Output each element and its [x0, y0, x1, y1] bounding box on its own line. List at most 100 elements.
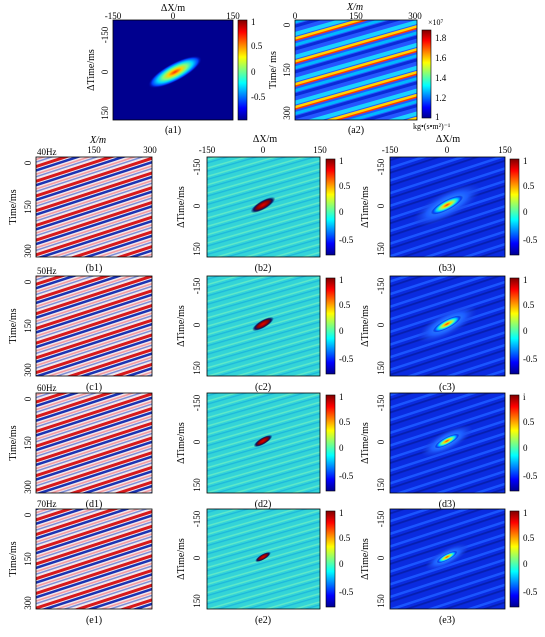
- a2-xlabel: X/m: [346, 2, 363, 13]
- a1-cbar-tick-0: 1: [251, 17, 256, 27]
- cbar-1-3-tick-3: -0.5: [523, 354, 538, 364]
- row1-c2-ylabel: ΔTime/ms: [176, 305, 187, 347]
- blue-peak-0: [430, 195, 464, 215]
- a1-ytick-0: -150: [100, 26, 110, 43]
- row2-time-ytick-1: 150: [23, 436, 33, 450]
- row0-c3-ytick-2: 150: [376, 242, 386, 256]
- row1-c3-ylabel: ΔTime/ms: [360, 305, 371, 347]
- col2-xtick-2: 150: [313, 145, 327, 155]
- row3-time-ylabel: Time/ms: [8, 541, 19, 576]
- row0-c3-ylabel: ΔTime/ms: [360, 186, 371, 228]
- row0-c2-ytick-2: 150: [192, 242, 202, 256]
- row0-time-ytick-0: 0: [23, 160, 33, 165]
- row1-c3-ytick-1: 0: [376, 322, 386, 327]
- cbar-2-2-tick-3: -0.5: [339, 471, 354, 481]
- blue-peak-3: [436, 550, 458, 564]
- cbar-0-2-tick-3: -0.5: [339, 235, 354, 245]
- col1-xtick-1: 150: [87, 145, 101, 155]
- cbar-3-3-tick-3: -0.5: [523, 587, 538, 597]
- caption-0-1: (b1): [86, 263, 103, 274]
- cbar-3-2-tick-0: 1: [339, 508, 344, 518]
- caption-1-2: (c2): [255, 382, 271, 393]
- autocorr-peak-3: [255, 551, 271, 563]
- cbar-1-3-tick-0: 1: [523, 275, 528, 285]
- a1-xtick-2: 150: [226, 11, 240, 21]
- cbar-2-3-tick-1: 0.5: [523, 417, 535, 427]
- a1-cbar-tick-1: 0.5: [251, 41, 263, 51]
- row2-time-ytick-0: 0: [23, 396, 33, 401]
- row-2: 60Hz Time/ms 0 150 300 (d1) ΔTime/ms -150 0 150 1 0…: [8, 383, 538, 510]
- row0-c2-ytick-0: -150: [192, 158, 202, 175]
- cbar-2-2-tick-1: 0.5: [339, 417, 351, 427]
- col3-xtick-0: -150: [382, 145, 399, 155]
- cbar-2-2-tick-0: 1: [339, 392, 344, 402]
- colorbar-3-2: [325, 510, 336, 608]
- a1-xtick-1: 0: [171, 11, 176, 21]
- row3-c3-ytick-2: 150: [376, 594, 386, 608]
- row1-time-ytick-1: 150: [23, 319, 33, 333]
- row0-c3-ytick-1: 0: [376, 203, 386, 208]
- cbar-0-2-tick-0: 1: [339, 156, 344, 166]
- cbar-2-3-tick-3: -0.5: [523, 471, 538, 481]
- row1-c2-ytick-1: 0: [192, 322, 202, 327]
- row3-time-ytick-2: 300: [23, 596, 33, 610]
- row3-c2-ylabel: ΔTime/ms: [176, 538, 187, 580]
- cbar-0-3-tick-2: 0: [523, 207, 528, 217]
- cbar-0-2-tick-1: 0.5: [339, 181, 351, 191]
- a2-cbar-unit: kg•(s•m²)⁻¹: [413, 122, 451, 131]
- a2-cbar-exp: ×10⁷: [428, 18, 444, 27]
- row1-time-ytick-0: 0: [23, 279, 33, 284]
- blue-peak-1: [432, 315, 462, 333]
- row3-c2-ytick-2: 150: [192, 594, 202, 608]
- row0-time-ylabel: Time/ms: [8, 189, 19, 224]
- row0-time-ytick-1: 150: [23, 200, 33, 214]
- row3-c2-ytick-1: 0: [192, 555, 202, 560]
- caption-3-2: (e2): [255, 615, 271, 626]
- colorbar-0-2: [325, 158, 336, 256]
- seismic-section-0: [35, 156, 153, 258]
- row1-c3-ytick-2: 150: [376, 361, 386, 375]
- a2-xtick-2: 300: [408, 11, 422, 21]
- a2-xtick-0: 0: [293, 11, 298, 21]
- a2-ytick-2: 300: [282, 106, 292, 120]
- a1-caption: (a1): [165, 125, 181, 136]
- blue-peak-2: [434, 433, 460, 449]
- cbar-1-2-tick-1: 0.5: [339, 300, 351, 310]
- col3-xtick-1: 0: [445, 145, 450, 155]
- col2-xlabel: ΔX/m: [253, 134, 277, 145]
- row-3: 70Hz Time/ms 0 150 300 (e1) ΔTime/ms -150 0 150 1 0…: [8, 499, 538, 626]
- a1-xlabel: ΔX/m: [161, 3, 185, 14]
- row2-c2-ytick-0: -150: [192, 394, 202, 411]
- caption-2-1: (d1): [86, 499, 103, 510]
- freq-label-3: 70Hz: [37, 499, 57, 509]
- row-0: 40Hz Time/ms 0 150 300 (b1) ΔTime/ms -150 0 150 1 0…: [8, 147, 538, 274]
- cbar-1-3-tick-1: 0.5: [523, 300, 535, 310]
- row2-time-ylabel: Time/ms: [8, 425, 19, 460]
- cbar-2-2-tick-2: 0: [339, 443, 344, 453]
- row2-c3-ytick-1: 0: [376, 439, 386, 444]
- caption-3-1: (e1): [86, 615, 102, 626]
- a1-ytick-1: 0: [100, 69, 110, 74]
- a2-ylabel: Time/ ms: [268, 51, 279, 89]
- row1-c3-ytick-0: -150: [376, 277, 386, 294]
- caption-2-2: (d2): [255, 499, 272, 510]
- row3-c3-ytick-1: 0: [376, 555, 386, 560]
- row2-c3-ylabel: ΔTime/ms: [360, 422, 371, 464]
- freq-label-0: 40Hz: [37, 147, 57, 157]
- caption-0-3: (b3): [439, 263, 456, 274]
- col1-xtick-2: 300: [143, 145, 157, 155]
- row0-c2-ylabel: ΔTime/ms: [176, 186, 187, 228]
- cbar-1-2-tick-2: 0: [339, 326, 344, 336]
- autocorr-peak-2: [253, 434, 273, 448]
- a2-ytick-0: 0: [282, 22, 292, 27]
- autocorr-peak-0: [250, 196, 276, 214]
- row1-time-ylabel: Time/ms: [8, 308, 19, 343]
- freq-label-2: 60Hz: [37, 383, 57, 393]
- row1-c2-ytick-2: 150: [192, 361, 202, 375]
- a2-ytick-1: 150: [282, 63, 292, 77]
- cbar-0-3-tick-3: -0.5: [523, 235, 538, 245]
- cbar-2-3-tick-0: i: [523, 392, 526, 402]
- row2-c3-ytick-0: -150: [376, 394, 386, 411]
- panel-a1: ΔX/m -150 0 150 ΔTime/ms -150 0 150 1 0.…: [86, 3, 266, 136]
- row-1: 50Hz Time/ms 0 150 300 (c1) ΔTime/ms -150 0 150 1 0…: [8, 266, 538, 393]
